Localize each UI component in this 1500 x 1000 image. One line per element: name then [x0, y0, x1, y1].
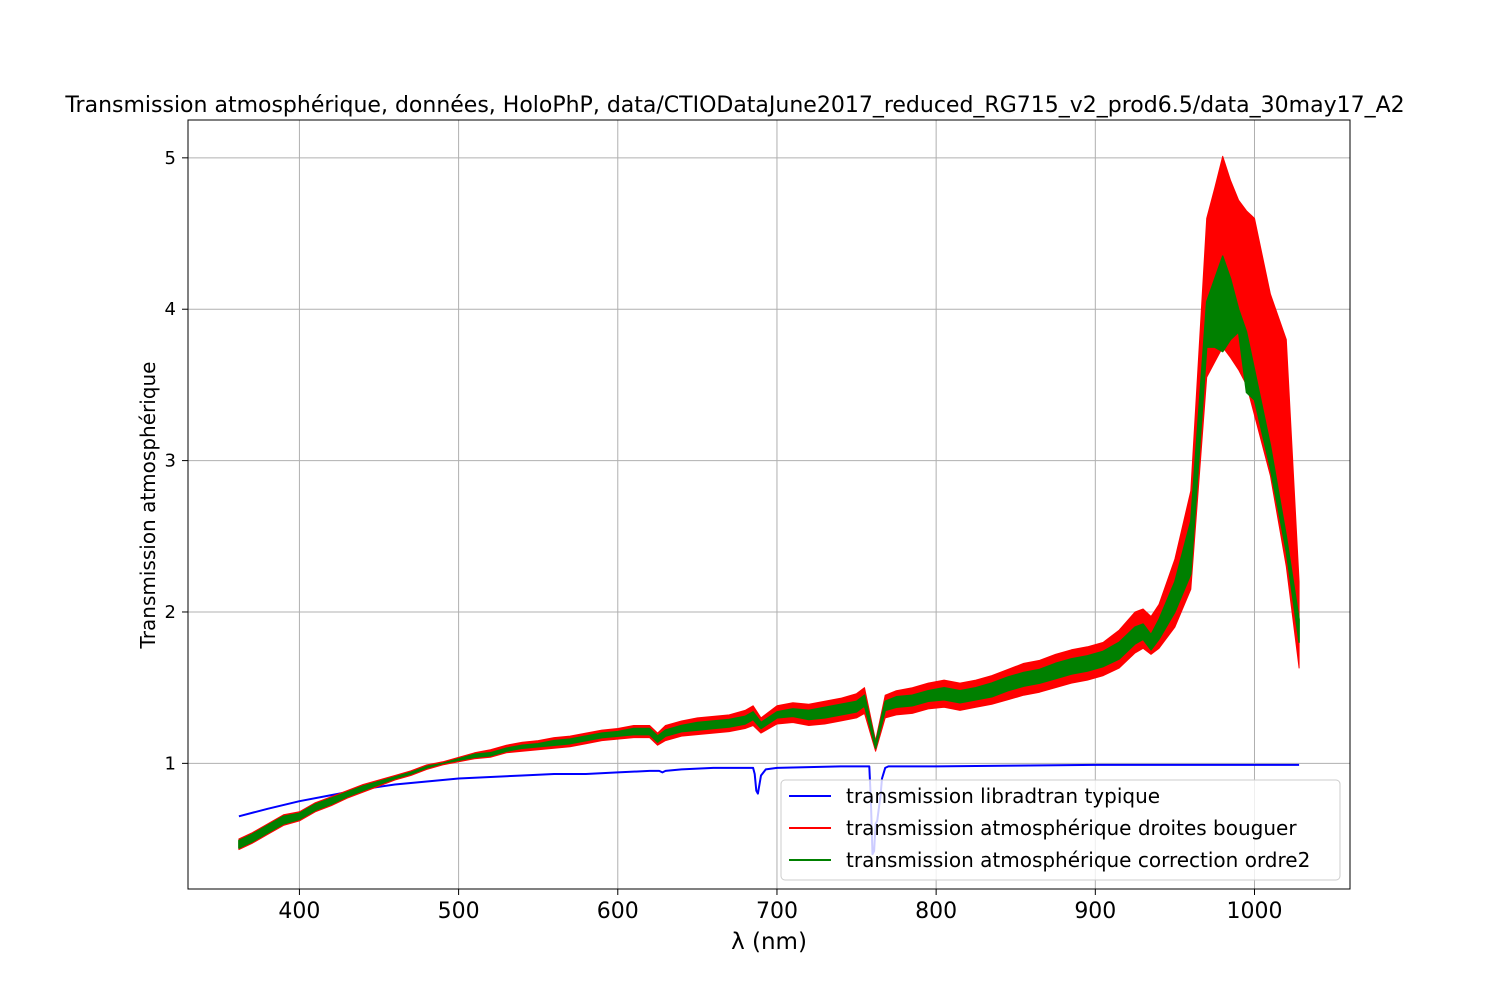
y-tick-label: 1	[165, 753, 176, 774]
y-tick-label: 2	[165, 602, 176, 623]
x-tick-label: 600	[597, 899, 639, 924]
grid	[188, 120, 1350, 889]
legend: transmission libradtran typique transmis…	[780, 779, 1341, 881]
series-band-ordre2	[238, 255, 1300, 849]
legend-label-ordre2: transmission atmosphérique correction or…	[846, 848, 1310, 872]
x-tick-label: 700	[756, 899, 798, 924]
x-tick-label: 1000	[1226, 899, 1282, 924]
axis-ticks: 400 500 600 700 800 900 1000 1 2 3 4 5	[165, 148, 1283, 924]
x-tick-label: 400	[278, 899, 320, 924]
x-tick-label: 900	[1074, 899, 1116, 924]
y-tick-label: 3	[165, 451, 176, 472]
y-axis-label: Transmission atmosphérique	[136, 362, 160, 650]
legend-label-bouguer: transmission atmosphérique droites bougu…	[846, 816, 1297, 840]
y-tick-label: 4	[165, 299, 176, 320]
x-tick-label: 500	[438, 899, 480, 924]
chart-title: Transmission atmosphérique, données, Hol…	[64, 93, 1404, 118]
series-line-libradtran	[238, 763, 1300, 856]
plot-frame	[187, 119, 1351, 890]
y-tick-label: 5	[165, 148, 176, 169]
legend-box	[780, 779, 1341, 881]
legend-label-libradtran: transmission libradtran typique	[846, 784, 1160, 808]
x-tick-label: 800	[915, 899, 957, 924]
plot-area	[238, 155, 1300, 856]
x-axis-label: λ (nm)	[731, 929, 807, 955]
